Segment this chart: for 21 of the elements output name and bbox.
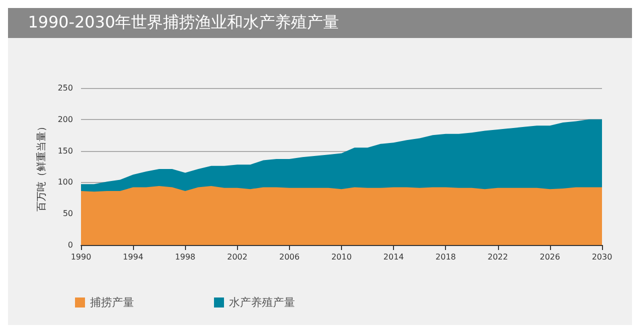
- x-tick-label: 2014: [383, 252, 404, 262]
- x-tick-label: 2006: [279, 252, 300, 262]
- y-tick-label: 150: [58, 146, 73, 156]
- x-tick-label: 1998: [175, 252, 196, 262]
- x-tick-label: 2002: [227, 252, 248, 262]
- y-tick-label: 200: [58, 114, 73, 124]
- x-tick-label: 2022: [488, 252, 508, 262]
- legend-label: 捕捞产量: [90, 296, 134, 309]
- y-tick-label: 50: [62, 209, 73, 218]
- x-tick-label: 1990: [70, 252, 92, 262]
- x-tick-label: 2026: [540, 252, 560, 262]
- x-tick-label: 2010: [331, 252, 352, 262]
- x-tick-label: 2030: [592, 252, 612, 262]
- y-tick-label: 0: [68, 240, 73, 250]
- x-tick-label: 2018: [436, 252, 456, 262]
- chart-title: 1990-2030年世界捕捞渔业和水产养殖产量: [28, 12, 340, 32]
- y-tick-label: 100: [58, 178, 73, 187]
- legend-label: 水产养殖产量: [229, 296, 295, 309]
- y-tick-label: 250: [58, 84, 73, 92]
- y-axis-title: 百万吨（鲜重当量）: [35, 122, 48, 212]
- x-tick-label: 1994: [122, 252, 144, 262]
